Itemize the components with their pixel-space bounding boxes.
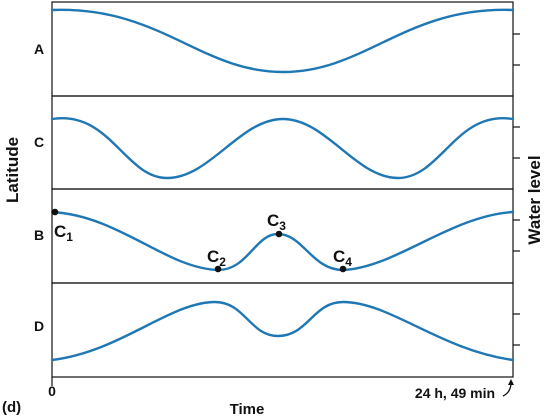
- point-c1: [51, 208, 59, 216]
- point-c1-sub: 1: [66, 230, 73, 244]
- water-level-curve-d: [50, 300, 515, 362]
- point-c3: [275, 230, 283, 238]
- time-end-arrowhead: [508, 379, 514, 385]
- point-c4-main: C: [333, 247, 345, 266]
- point-c2-main: C: [207, 247, 219, 266]
- panel-label-b: B: [34, 227, 44, 243]
- panel-label-a: A: [34, 41, 44, 57]
- point-c3-label: C3: [267, 211, 286, 233]
- panel-frames: [51, 1, 514, 386]
- water-level-ticks: [513, 33, 520, 346]
- point-c1-main: C: [54, 222, 66, 241]
- time-end-label: 24 h, 49 min: [415, 385, 495, 401]
- point-c4-label: C4: [333, 247, 352, 269]
- panel-frame-c: [51, 95, 514, 190]
- panel-label-c: C: [34, 134, 44, 150]
- point-c3-sub: 3: [279, 219, 286, 233]
- point-c1-label: C1: [54, 222, 73, 244]
- panel-frame-d: [51, 282, 514, 378]
- point-c2-label: C2: [207, 247, 226, 269]
- point-c3-main: C: [267, 211, 279, 230]
- time-start-label: 0: [48, 383, 56, 399]
- time-axis-label: Time: [230, 401, 265, 416]
- panel-label-d: D: [34, 318, 44, 334]
- water-level-axis-label: Water level: [525, 155, 544, 244]
- time-end-arrow: [502, 383, 512, 397]
- point-c2: [214, 265, 222, 273]
- water-level-curve-c: [50, 116, 515, 180]
- panel-letter: (d): [2, 399, 21, 416]
- point-c4: [339, 265, 347, 273]
- panel-frame-a: [51, 1, 514, 97]
- water-level-curve-a: [50, 8, 515, 74]
- latitude-axis-label: Latitude: [3, 137, 22, 203]
- point-c2-sub: 2: [219, 255, 226, 269]
- panel-frame-b: [51, 188, 514, 284]
- point-c4-sub: 4: [345, 255, 352, 269]
